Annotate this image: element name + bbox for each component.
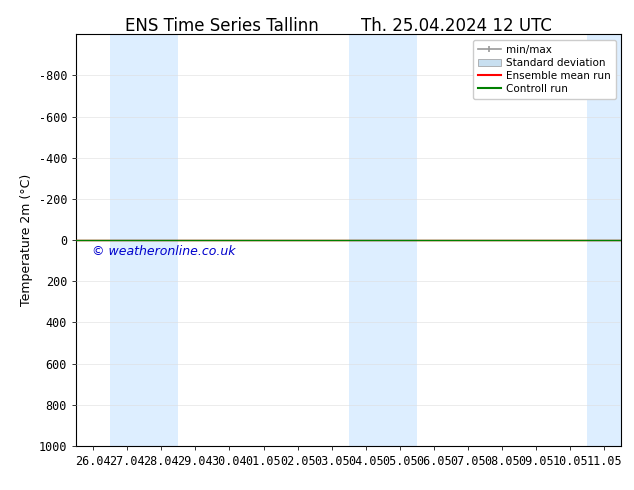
Text: ENS Time Series Tallinn: ENS Time Series Tallinn [125,17,319,35]
Bar [349,34,417,446]
Text: Th. 25.04.2024 12 UTC: Th. 25.04.2024 12 UTC [361,17,552,35]
Y-axis label: Temperature 2m (°C): Temperature 2m (°C) [20,174,33,306]
Bar [587,34,621,446]
Legend: min/max, Standard deviation, Ensemble mean run, Controll run: min/max, Standard deviation, Ensemble me… [473,40,616,99]
Bar [110,34,178,446]
Text: © weatheronline.co.uk: © weatheronline.co.uk [93,245,236,258]
